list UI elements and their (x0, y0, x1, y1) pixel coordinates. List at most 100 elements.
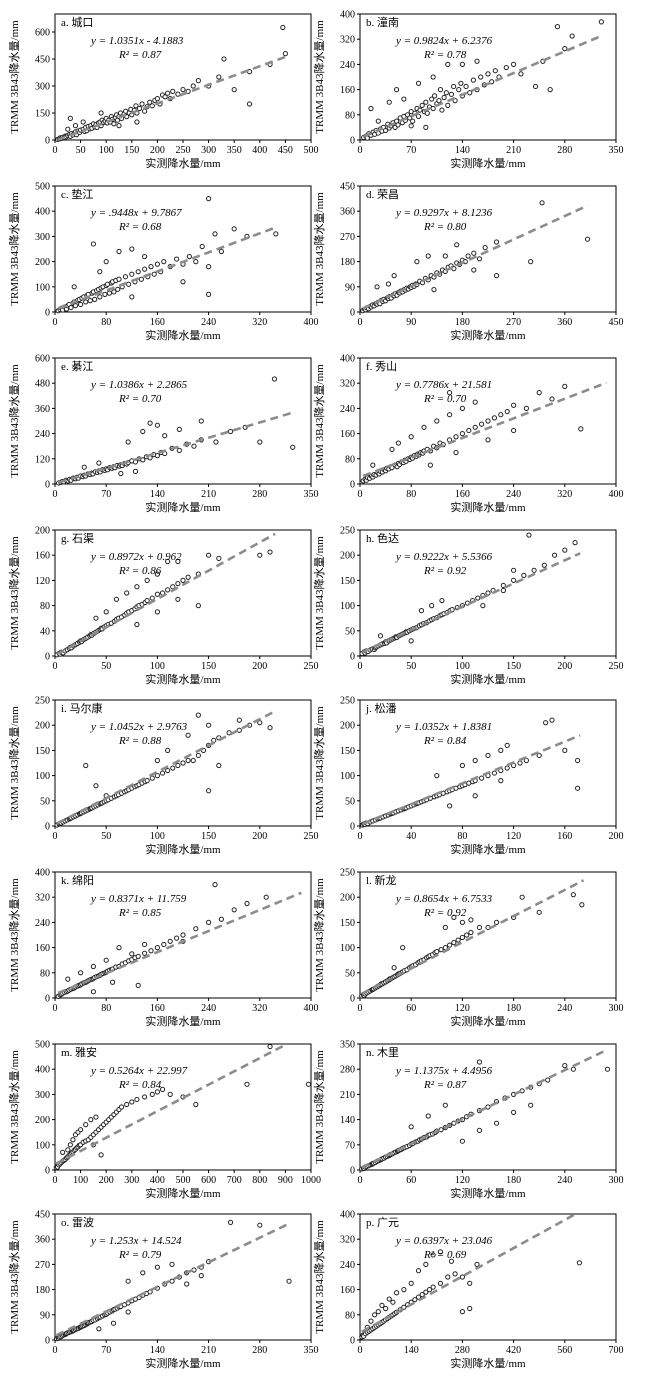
panel-12: 0 60 120 180 240 300 0 50 100 150 200 250 实测降水量/mm TR… (312, 868, 624, 1029)
y-tick-label: 450 (340, 182, 355, 193)
x-tick-label: 50 (101, 831, 111, 842)
data-point (417, 107, 423, 113)
data-point (118, 470, 124, 477)
data-point (267, 1043, 273, 1050)
data-point (60, 1149, 66, 1155)
data-point (206, 196, 212, 202)
data-point (199, 243, 205, 250)
data-point (528, 1102, 534, 1108)
data-point (454, 242, 460, 248)
x-tick-label: 240 (557, 1003, 572, 1014)
data-point (180, 279, 186, 285)
data-point (415, 80, 422, 86)
x-tick-label: 100 (73, 1175, 88, 1186)
data-point (519, 894, 525, 900)
x-tick-label: 140 (404, 1345, 419, 1356)
y-tick-label: 300 (35, 232, 50, 243)
data-point (464, 932, 470, 938)
data-point (491, 415, 497, 421)
plot-frame (54, 1213, 312, 1341)
data-point (408, 434, 414, 440)
x-axis-label: 实测降水量/mm (450, 500, 526, 514)
x-tick-label: 350 (304, 1345, 319, 1356)
x-tick-label: 50 (76, 145, 86, 156)
x-tick-label: 120 (455, 1175, 470, 1186)
y-tick-label: 270 (340, 232, 355, 243)
x-tick-label: 80 (101, 317, 111, 328)
x-tick-label: 180 (506, 1175, 521, 1186)
r-squared: R² = 0.92 (423, 565, 467, 577)
data-point (167, 1091, 173, 1098)
panel-15: 0 70 140 210 280 350 0 90 180 270 360 450 实测降水量/mm TR… (7, 1210, 319, 1371)
y-tick-label: 0 (45, 136, 50, 147)
data-point (147, 99, 153, 105)
data-point (447, 390, 453, 396)
x-tick-label: 700 (609, 1345, 624, 1356)
data-point (471, 250, 477, 256)
data-point (410, 118, 416, 124)
data-point (468, 917, 474, 923)
x-tick-label: 140 (150, 1345, 165, 1356)
data-point (103, 609, 109, 615)
data-point (368, 1318, 374, 1324)
data-point (78, 970, 84, 976)
data-point (372, 1312, 378, 1318)
data-point (133, 103, 139, 109)
r-squared: R² = 0.84 (423, 735, 467, 747)
data-point (442, 1102, 448, 1108)
data-point (408, 1280, 414, 1286)
r-squared: R² = 0.70 (118, 393, 162, 405)
x-tick-label: 400 (609, 489, 624, 500)
fit-line (57, 891, 302, 995)
data-point (459, 762, 465, 769)
data-point (562, 547, 568, 553)
y-axis-label: TRMM 3B43降水量/mm (312, 878, 326, 992)
y-tick-label: 200 (340, 893, 355, 904)
x-tick-label: 270 (506, 317, 521, 328)
x-tick-label: 100 (455, 661, 470, 672)
y-tick-label: 150 (340, 576, 355, 587)
data-point (459, 405, 465, 411)
data-point (102, 291, 108, 297)
data-point (438, 947, 444, 953)
data-point (374, 284, 380, 290)
regression-equation: y = 0.9824x + 6.2376 (395, 35, 493, 47)
x-tick-label: 200 (150, 145, 165, 156)
x-tick-label: 250 (304, 831, 319, 842)
x-tick-label: 210 (201, 489, 216, 500)
data-point (459, 61, 465, 68)
data-point (83, 762, 89, 769)
x-tick-label: 400 (252, 145, 267, 156)
data-point (445, 102, 451, 108)
r-squared: R² = 0.87 (118, 49, 162, 61)
y-tick-label: 100 (35, 771, 50, 782)
x-tick-label: 140 (150, 489, 165, 500)
x-axis-label: 实测降水量/mm (145, 156, 221, 170)
data-point (418, 608, 425, 614)
y-tick-label: 90 (40, 1310, 50, 1321)
data-point (135, 953, 141, 960)
data-point (154, 1089, 160, 1095)
data-point (142, 266, 148, 272)
data-point (498, 412, 504, 418)
regression-equation: y = 1.1375x + 4.4956 (395, 1065, 493, 1077)
data-point (72, 303, 79, 309)
x-tick-label: 160 (150, 317, 165, 328)
y-axis-label: TRMM 3B43降水量/mm (312, 536, 326, 650)
data-point (485, 752, 491, 759)
data-point (154, 453, 160, 459)
data-point (485, 1104, 491, 1110)
data-point (124, 590, 130, 596)
panel-label: n. 木里 (366, 1046, 399, 1059)
y-axis-label: TRMM 3B43降水量/mm (7, 1220, 21, 1334)
plot-frame (54, 699, 312, 827)
data-point (78, 301, 84, 308)
y-axis-label: TRMM 3B43降水量/mm (7, 364, 21, 478)
x-tick-label: 150 (124, 145, 139, 156)
data-point (424, 110, 430, 116)
y-tick-label: 0 (45, 652, 50, 663)
data-point (456, 87, 462, 93)
data-point (375, 118, 381, 124)
data-point (430, 105, 436, 112)
panel-label: m. 雅安 (61, 1045, 97, 1059)
